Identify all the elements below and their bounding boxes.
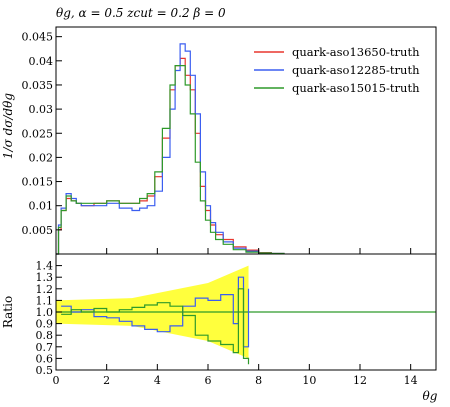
ratio-series-line-2 bbox=[61, 288, 250, 365]
ratio-y-tick-label: 0.7 bbox=[36, 341, 54, 354]
x-tick-label: 6 bbox=[205, 374, 212, 387]
series-line-2 bbox=[56, 43, 285, 255]
y-tick-label: 0.02 bbox=[29, 151, 54, 164]
y-tick-label: 0.045 bbox=[22, 31, 54, 44]
y-tick-label: 0.005 bbox=[22, 224, 54, 237]
y-tick-label: 0.03 bbox=[29, 103, 54, 116]
x-tick-label: 10 bbox=[302, 374, 316, 387]
y-tick-label: 0.01 bbox=[29, 200, 54, 213]
x-tick-label: 2 bbox=[103, 374, 110, 387]
y-tick-label: 0.04 bbox=[29, 55, 54, 68]
main-lines-group bbox=[56, 43, 285, 255]
x-tick-label: 12 bbox=[353, 374, 367, 387]
x-tick-label: 0 bbox=[53, 374, 60, 387]
ratio-y-tick-label: 0.6 bbox=[36, 352, 54, 365]
ratio-y-tick-label: 1.2 bbox=[36, 283, 54, 296]
chart-title: θg, α = 0.5 zcut = 0.2 β = 0 bbox=[56, 6, 226, 20]
x-tick-label: 8 bbox=[255, 374, 262, 387]
y-tick-label: 0.025 bbox=[22, 127, 54, 140]
ratio-y-tick-label: 1.4 bbox=[36, 260, 54, 273]
ticks-group: 0 2 4 6 8 10 12 14 0.005 0.01 0.015 0.02 0.025 0.03 0.… bbox=[22, 31, 418, 387]
legend-label: quark-aso13650-truth bbox=[292, 45, 420, 59]
ratio-lines-group bbox=[61, 276, 250, 365]
ratio-y-tick-label: 0.5 bbox=[36, 364, 54, 377]
ratio-y-tick-label: 0.9 bbox=[36, 318, 54, 331]
x-axis-label: θg bbox=[423, 389, 438, 403]
y-tick-label: 0.015 bbox=[22, 176, 54, 189]
y-axis-label: 1/σ dσ/dθg bbox=[1, 93, 15, 160]
ratio-y-axis-label: Ratio bbox=[1, 296, 15, 328]
series-line-3 bbox=[56, 65, 285, 255]
legend-label: quark-aso12285-truth bbox=[292, 63, 420, 77]
legend-label: quark-aso15015-truth bbox=[292, 81, 420, 95]
ratio-y-tick-label: 1.1 bbox=[36, 294, 54, 307]
legend: quark-aso13650-truth quark-aso12285-truth… bbox=[254, 45, 420, 95]
ratio-y-tick-label: 0.8 bbox=[36, 329, 54, 342]
main-plot-frame bbox=[55, 26, 437, 255]
x-tick-label: 4 bbox=[154, 374, 161, 387]
ratio-y-tick-label: 1.3 bbox=[36, 271, 54, 284]
x-tick-label: 14 bbox=[404, 374, 418, 387]
ratio-series-line-1 bbox=[61, 276, 250, 348]
y-tick-label: 0.035 bbox=[22, 79, 54, 92]
ratio-y-tick-label: 1.0 bbox=[36, 306, 54, 319]
